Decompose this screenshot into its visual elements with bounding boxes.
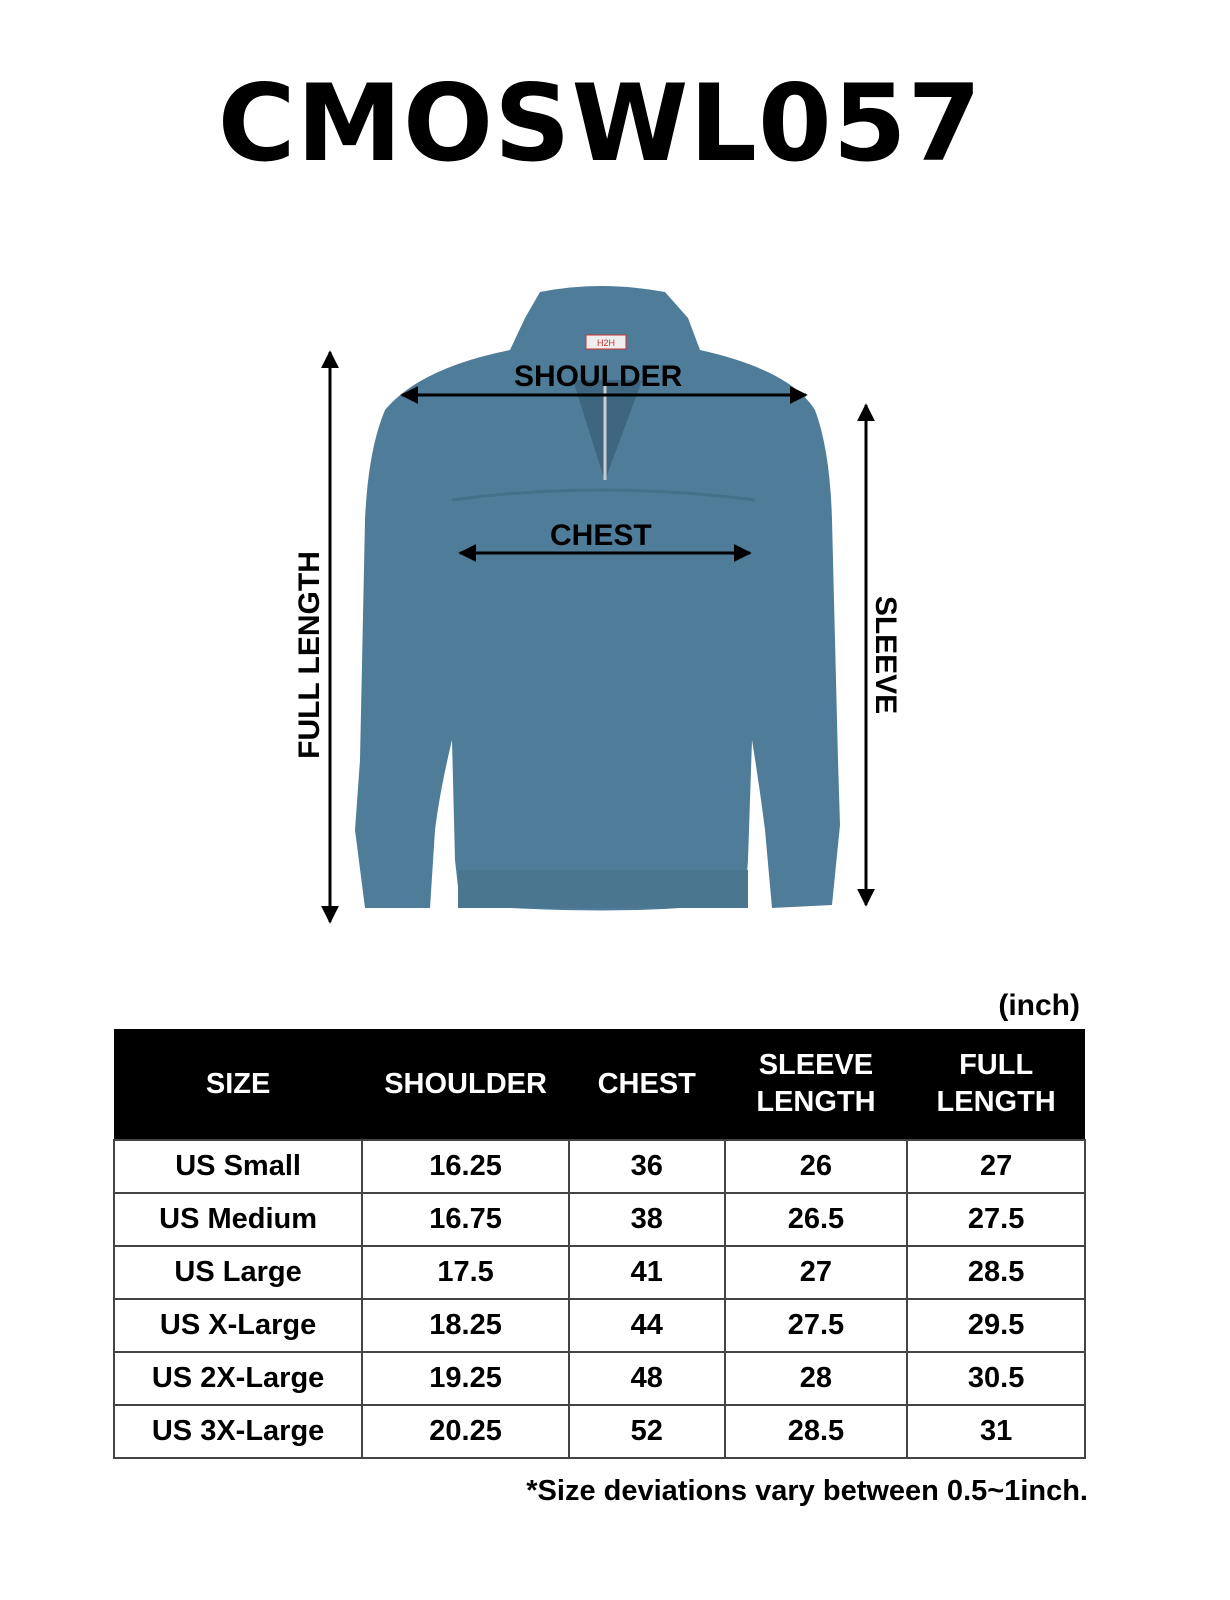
table-row: US Small 16.25 36 26 27 <box>112 1139 1086 1194</box>
sleeve-label: SLEEVE <box>869 595 902 715</box>
table-cell: 28.5 <box>723 1404 909 1459</box>
table-cell: 52 <box>567 1404 726 1459</box>
table-cell: 44 <box>567 1298 726 1353</box>
table-row: US Large 17.5 41 27 28.5 <box>112 1245 1086 1300</box>
header-full-length: FULL LENGTH <box>907 1029 1085 1140</box>
table-header-row: SIZE SHOULDER CHEST SLEEVE LENGTH FULL L… <box>114 1029 1085 1140</box>
shoulder-label: SHOULDER <box>514 360 683 393</box>
product-code-title: CMOSWL057 <box>217 62 983 185</box>
table-cell: 36 <box>567 1139 726 1194</box>
table-cell: 16.25 <box>361 1139 570 1194</box>
table-cell: 31 <box>906 1404 1086 1459</box>
table-cell: 38 <box>567 1192 726 1247</box>
table-cell: 20.25 <box>361 1404 570 1459</box>
table-cell: 27.5 <box>723 1298 909 1353</box>
unit-label: (inch) <box>998 989 1080 1022</box>
size-table: SIZE SHOULDER CHEST SLEEVE LENGTH FULL L… <box>112 1029 1086 1459</box>
table-cell: 28 <box>723 1351 909 1406</box>
table-cell: 26.5 <box>723 1192 909 1247</box>
table-cell: 17.5 <box>361 1245 570 1300</box>
table-cell: US 3X-Large <box>112 1404 364 1459</box>
header-chest: CHEST <box>568 1029 725 1140</box>
table-cell: 27 <box>723 1245 909 1300</box>
table-row: US 3X-Large 20.25 52 28.5 31 <box>112 1404 1086 1459</box>
table-cell: 30.5 <box>906 1351 1086 1406</box>
table-cell: 28.5 <box>906 1245 1086 1300</box>
table-cell: 27.5 <box>906 1192 1086 1247</box>
sweater-illustration: H2H <box>355 286 840 911</box>
table-cell: 48 <box>567 1351 726 1406</box>
footnote: *Size deviations vary between 0.5~1inch. <box>526 1475 1088 1507</box>
sweater-body <box>355 286 840 911</box>
full-length-label: FULL LENGTH <box>293 551 326 759</box>
table-cell: 26 <box>723 1139 909 1194</box>
table-cell: US 2X-Large <box>112 1351 364 1406</box>
table-cell: US Large <box>112 1245 364 1300</box>
table-cell: 16.75 <box>361 1192 570 1247</box>
table-cell: 19.25 <box>361 1351 570 1406</box>
sweater-diagram: H2H <box>321 286 875 924</box>
table-cell: 18.25 <box>361 1298 570 1353</box>
table-cell: US Medium <box>112 1192 364 1247</box>
chest-label: CHEST <box>550 519 652 552</box>
table-cell: 27 <box>906 1139 1086 1194</box>
table-row: US 2X-Large 19.25 48 28 30.5 <box>112 1351 1086 1406</box>
table-cell: 41 <box>567 1245 726 1300</box>
table-row: US Medium 16.75 38 26.5 27.5 <box>112 1192 1086 1247</box>
table-row: US X-Large 18.25 44 27.5 29.5 <box>112 1298 1086 1353</box>
table-cell: 29.5 <box>906 1298 1086 1353</box>
table-cell: US Small <box>112 1139 364 1194</box>
header-sleeve-length: SLEEVE LENGTH <box>724 1029 908 1140</box>
brand-tag: H2H <box>597 338 615 348</box>
header-shoulder: SHOULDER <box>362 1029 569 1140</box>
header-size: SIZE <box>114 1029 363 1140</box>
table-cell: US X-Large <box>112 1298 364 1353</box>
